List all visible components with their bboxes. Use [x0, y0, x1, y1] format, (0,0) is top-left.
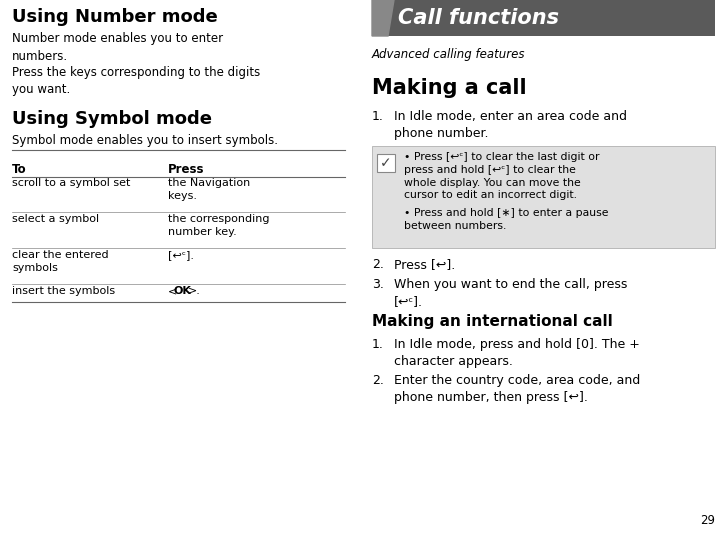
Text: • Press and hold [∗] to enter a pause
between numbers.: • Press and hold [∗] to enter a pause be…: [404, 208, 609, 231]
Text: Using Symbol mode: Using Symbol mode: [12, 110, 212, 128]
Text: • Press [↩ᶜ] to clear the last digit or
press and hold [↩ᶜ] to clear the
whole d: • Press [↩ᶜ] to clear the last digit or …: [404, 152, 599, 201]
Text: 1.: 1.: [372, 110, 384, 123]
Text: the corresponding
number key.: the corresponding number key.: [168, 214, 270, 237]
Text: [↩ᶜ].: [↩ᶜ].: [168, 250, 194, 260]
Text: the Navigation
keys.: the Navigation keys.: [168, 178, 250, 201]
Text: Number mode enables you to enter
numbers.: Number mode enables you to enter numbers…: [12, 32, 223, 63]
Text: Advanced calling features: Advanced calling features: [372, 48, 526, 61]
Text: OK: OK: [173, 286, 191, 296]
Text: In Idle mode, press and hold [0]. The +
character appears.: In Idle mode, press and hold [0]. The + …: [394, 338, 640, 368]
Text: >.: >.: [188, 286, 201, 296]
Polygon shape: [372, 0, 394, 36]
Text: clear the entered
symbols: clear the entered symbols: [12, 250, 108, 273]
Bar: [372, 0, 715, 36]
Text: 2.: 2.: [372, 258, 384, 271]
Text: 29: 29: [700, 514, 715, 527]
Text: Making an international call: Making an international call: [372, 314, 613, 329]
Text: Press the keys corresponding to the digits
you want.: Press the keys corresponding to the digi…: [12, 66, 260, 96]
Bar: [377, 154, 395, 172]
Text: Enter the country code, area code, and
phone number, then press [↩].: Enter the country code, area code, and p…: [394, 374, 641, 404]
Text: insert the symbols: insert the symbols: [12, 286, 115, 296]
Text: When you want to end the call, press
[↩ᶜ].: When you want to end the call, press [↩ᶜ…: [394, 278, 628, 308]
Text: 3.: 3.: [372, 278, 384, 291]
Text: To: To: [12, 163, 27, 176]
Text: Call functions: Call functions: [398, 8, 559, 28]
Text: 2.: 2.: [372, 374, 384, 387]
Text: Using Number mode: Using Number mode: [12, 8, 218, 26]
Text: 1.: 1.: [372, 338, 384, 351]
Text: select a symbol: select a symbol: [12, 214, 99, 224]
Text: scroll to a symbol set: scroll to a symbol set: [12, 178, 130, 188]
Text: ✓: ✓: [380, 156, 392, 170]
Text: <: <: [168, 286, 177, 296]
Bar: [372, 146, 715, 248]
Text: Press [↩].: Press [↩].: [394, 258, 455, 271]
Text: Symbol mode enables you to insert symbols.: Symbol mode enables you to insert symbol…: [12, 134, 278, 147]
Text: Making a call: Making a call: [372, 78, 526, 98]
Text: In Idle mode, enter an area code and
phone number.: In Idle mode, enter an area code and pho…: [394, 110, 627, 140]
Text: Press: Press: [168, 163, 205, 176]
